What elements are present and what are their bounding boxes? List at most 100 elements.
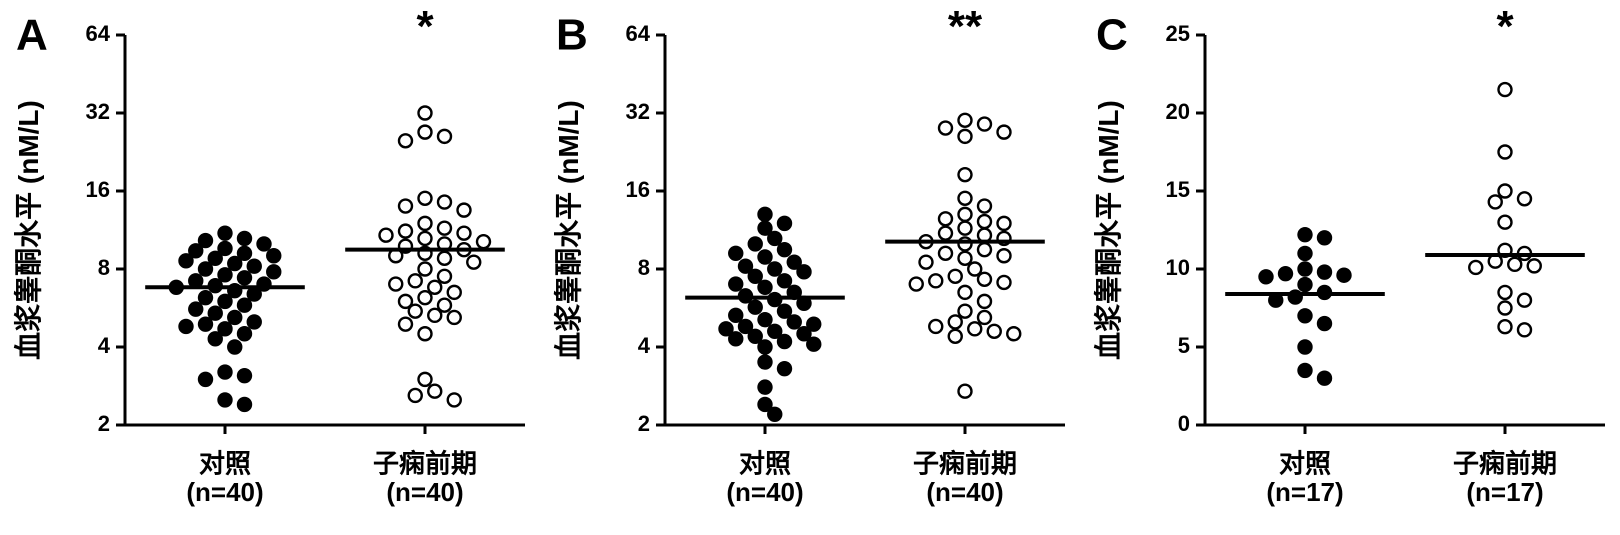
data-point bbox=[448, 393, 461, 406]
data-point bbox=[959, 114, 972, 127]
data-point bbox=[978, 200, 991, 213]
data-point bbox=[1469, 261, 1482, 274]
ytick-label: 20 bbox=[1166, 99, 1190, 124]
data-point bbox=[448, 311, 461, 324]
data-point bbox=[238, 271, 251, 284]
data-point bbox=[428, 309, 441, 322]
data-point bbox=[238, 299, 251, 312]
data-point bbox=[1499, 83, 1512, 96]
ytick-label: 8 bbox=[98, 255, 110, 280]
data-point bbox=[448, 286, 461, 299]
data-point bbox=[1518, 323, 1531, 336]
data-point bbox=[209, 332, 222, 345]
data-point bbox=[1299, 228, 1312, 241]
data-point bbox=[248, 288, 261, 301]
data-point bbox=[959, 222, 972, 235]
data-point bbox=[959, 168, 972, 181]
ytick-label: 5 bbox=[1178, 333, 1190, 358]
ytick-label: 32 bbox=[626, 99, 650, 124]
data-point bbox=[959, 385, 972, 398]
scatter-panel-C: 0510152025血浆睾酮水平 (nM/L)对照(n=17)子痫前期(n=17… bbox=[1090, 10, 1620, 525]
data-point bbox=[248, 260, 261, 273]
data-point bbox=[968, 322, 981, 335]
panel-letter: A bbox=[16, 11, 48, 60]
data-point bbox=[949, 315, 962, 328]
data-point bbox=[778, 305, 791, 318]
data-point bbox=[998, 249, 1011, 262]
data-point bbox=[1518, 294, 1531, 307]
scatter-panel-B: 248163264血浆睾酮水平 (nM/L)对照(n=40)子痫前期(n=40)… bbox=[550, 10, 1080, 525]
significance-marker: * bbox=[416, 10, 434, 51]
data-point bbox=[1499, 146, 1512, 159]
data-point bbox=[759, 313, 772, 326]
data-point bbox=[419, 327, 432, 340]
ytick-label: 32 bbox=[86, 99, 110, 124]
data-point bbox=[929, 274, 942, 287]
data-point bbox=[729, 309, 742, 322]
data-point bbox=[419, 291, 432, 304]
data-point bbox=[759, 222, 772, 235]
data-point bbox=[219, 366, 232, 379]
data-point bbox=[798, 327, 811, 340]
data-point bbox=[1499, 320, 1512, 333]
panel-letter: B bbox=[556, 11, 588, 60]
data-point bbox=[729, 278, 742, 291]
data-point bbox=[419, 373, 432, 386]
data-point bbox=[778, 362, 791, 375]
data-point bbox=[778, 335, 791, 348]
data-point bbox=[959, 305, 972, 318]
data-point bbox=[949, 330, 962, 343]
data-point bbox=[1489, 195, 1502, 208]
data-point bbox=[759, 251, 772, 264]
scatter-panel-A: 248163264血浆睾酮水平 (nM/L)对照(n=40)子痫前期(n=40)… bbox=[10, 10, 540, 525]
data-point bbox=[1007, 327, 1020, 340]
data-point bbox=[238, 232, 251, 245]
data-point bbox=[768, 408, 781, 421]
ytick-label: 16 bbox=[626, 177, 650, 202]
data-point bbox=[959, 208, 972, 221]
data-point bbox=[988, 325, 1001, 338]
x-axis-label: 对照 bbox=[1279, 449, 1331, 479]
data-point bbox=[219, 227, 232, 240]
data-point bbox=[1518, 192, 1531, 205]
data-point bbox=[1318, 372, 1331, 385]
data-point bbox=[477, 235, 490, 248]
data-point bbox=[998, 126, 1011, 139]
x-axis-label: 子痫前期 bbox=[913, 449, 1017, 479]
x-axis-label: (n=17) bbox=[1266, 477, 1343, 507]
data-point bbox=[729, 332, 742, 345]
ytick-label: 64 bbox=[626, 21, 651, 46]
data-point bbox=[428, 281, 441, 294]
data-point bbox=[1318, 266, 1331, 279]
data-point bbox=[438, 252, 451, 265]
data-point bbox=[267, 249, 280, 262]
data-point bbox=[939, 247, 952, 260]
data-point bbox=[1508, 258, 1521, 271]
data-point bbox=[209, 307, 222, 320]
data-point bbox=[978, 243, 991, 256]
panel-C: 0510152025血浆睾酮水平 (nM/L)对照(n=17)子痫前期(n=17… bbox=[1090, 10, 1620, 525]
ytick-label: 16 bbox=[86, 177, 110, 202]
data-point bbox=[199, 291, 212, 304]
significance-marker: * bbox=[1496, 10, 1514, 51]
ytick-label: 64 bbox=[86, 21, 111, 46]
data-point bbox=[219, 295, 232, 308]
data-point bbox=[910, 278, 923, 291]
data-point bbox=[929, 320, 942, 333]
data-point bbox=[419, 263, 432, 276]
data-point bbox=[199, 373, 212, 386]
data-point bbox=[419, 126, 432, 139]
data-point bbox=[759, 341, 772, 354]
x-axis-label: (n=40) bbox=[926, 477, 1003, 507]
data-point bbox=[959, 252, 972, 265]
data-point bbox=[438, 196, 451, 209]
x-axis-label: (n=40) bbox=[726, 477, 803, 507]
data-point bbox=[180, 320, 193, 333]
data-point bbox=[419, 192, 432, 205]
data-point bbox=[228, 341, 241, 354]
data-point bbox=[189, 303, 202, 316]
data-point bbox=[1299, 364, 1312, 377]
data-point bbox=[248, 315, 261, 328]
y-axis-label: 血浆睾酮水平 (nM/L) bbox=[552, 100, 584, 360]
data-point bbox=[798, 265, 811, 278]
